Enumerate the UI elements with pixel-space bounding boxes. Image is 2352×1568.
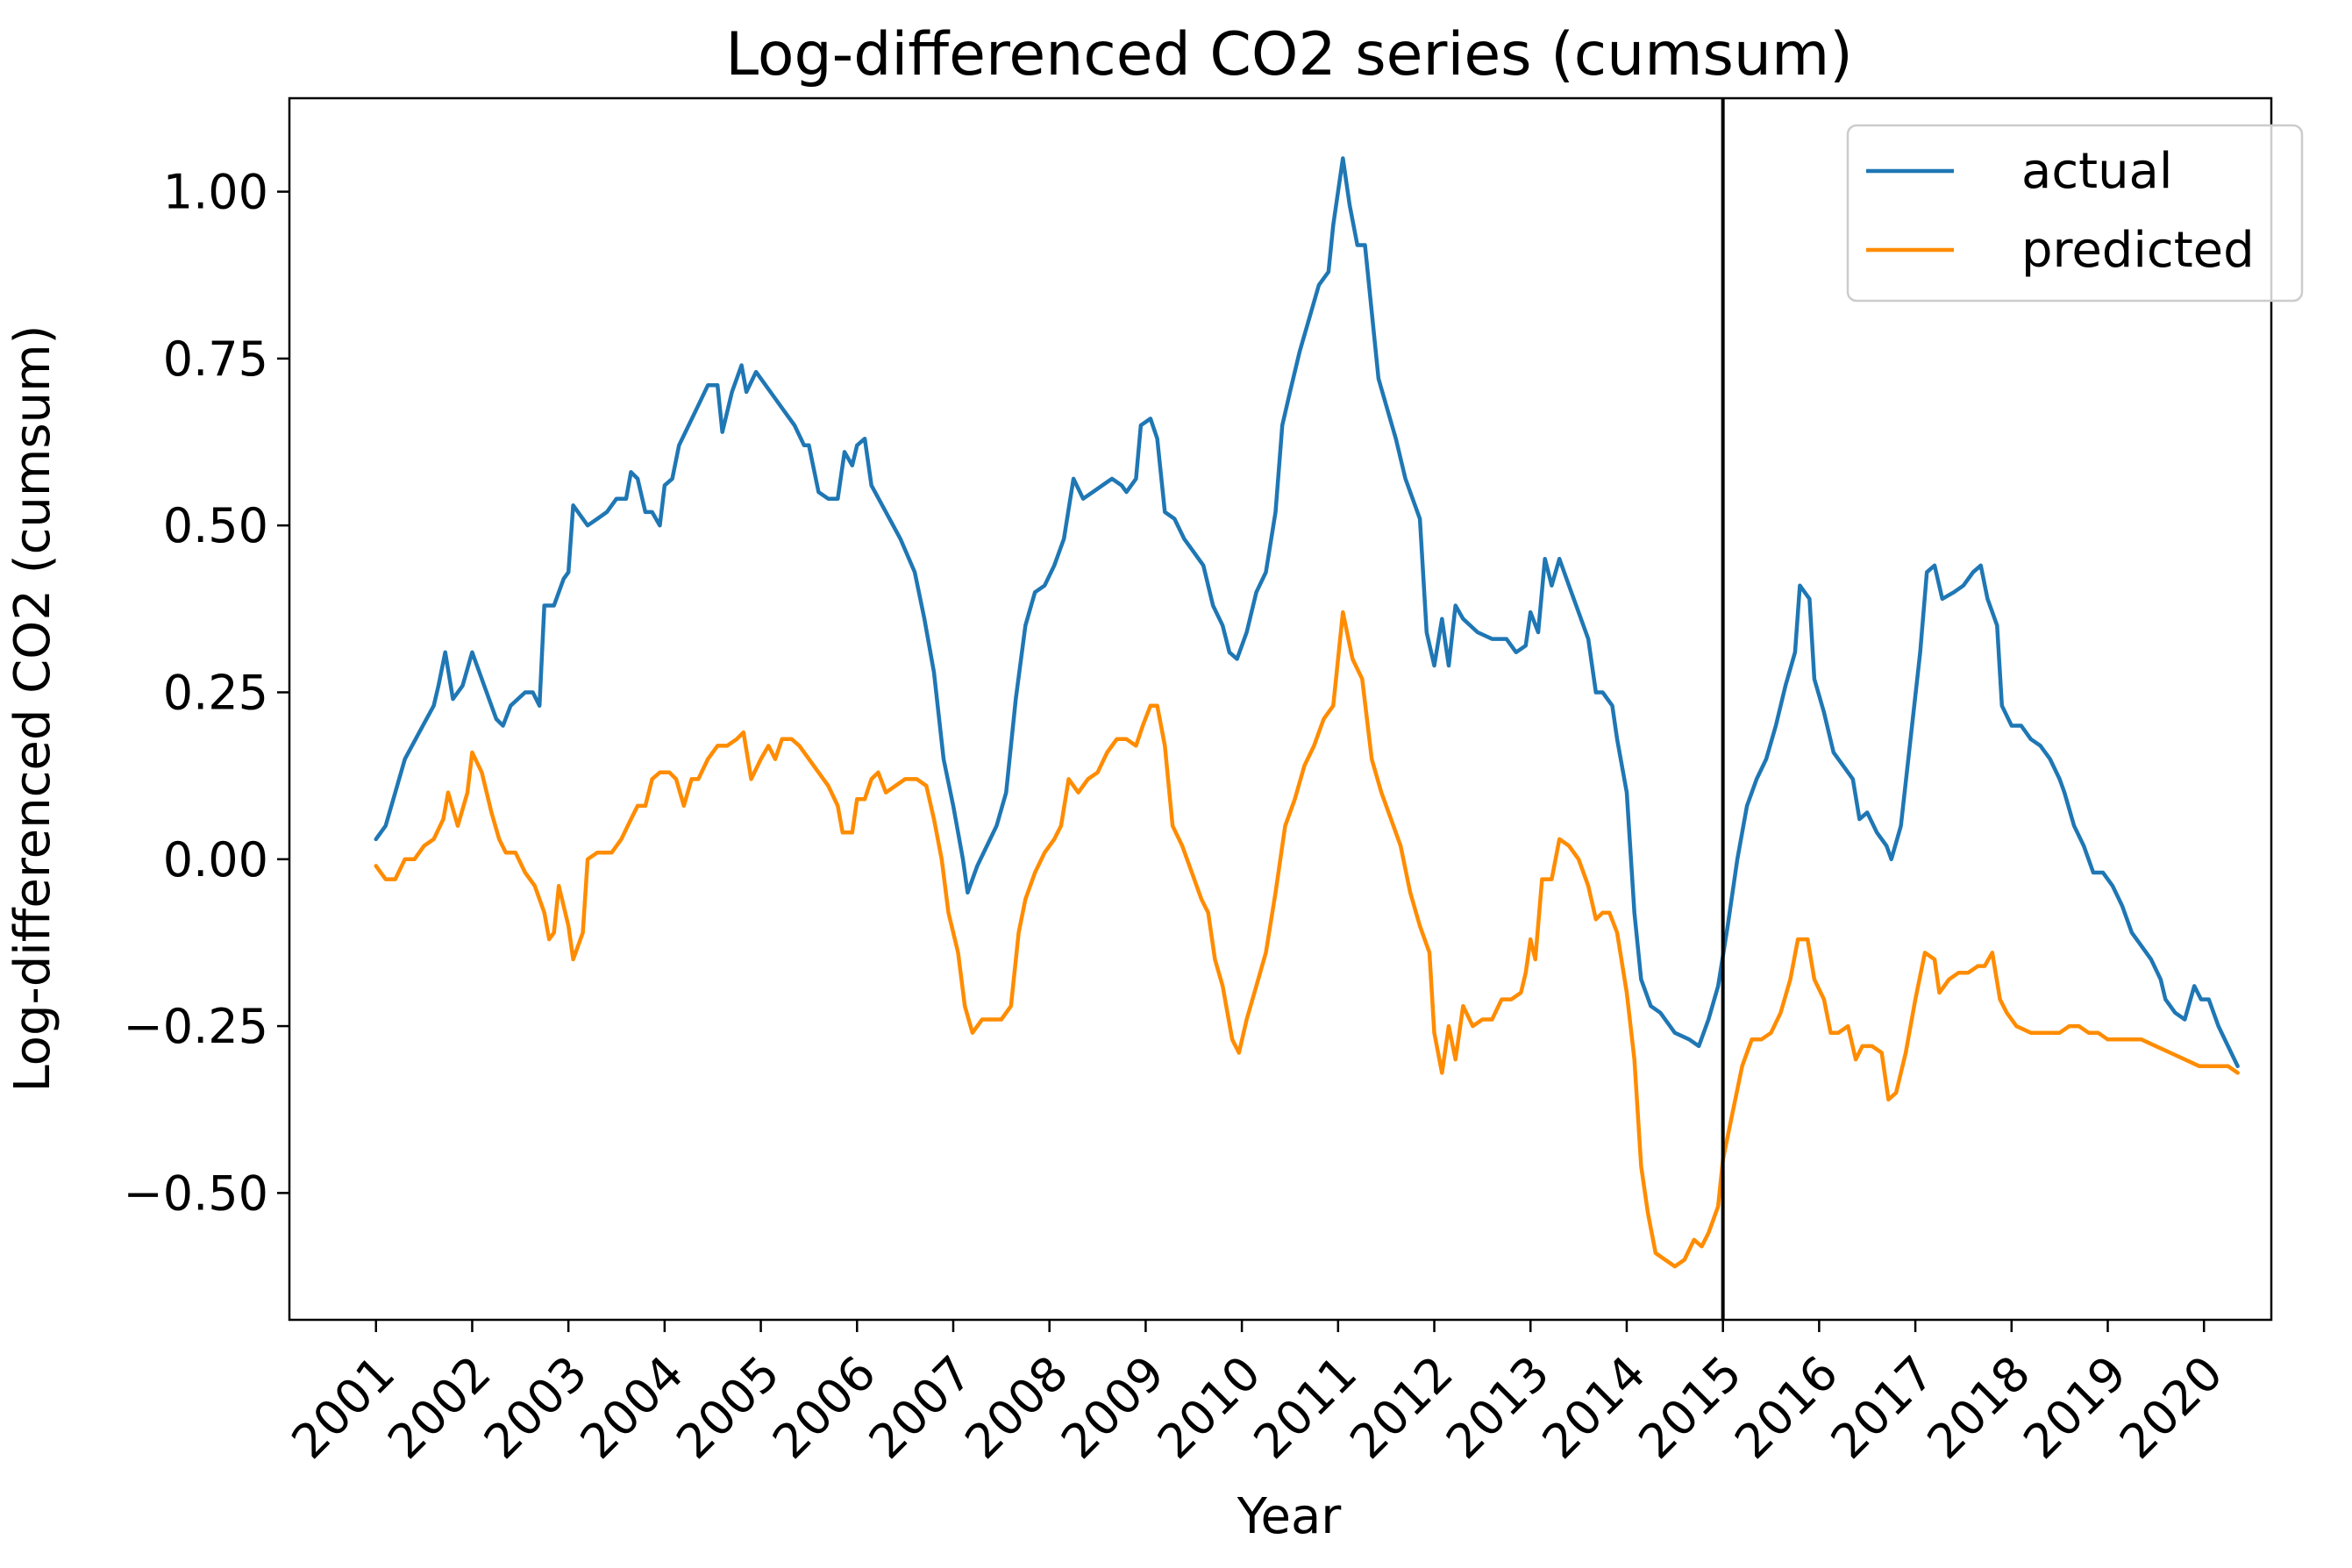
plot-area [288, 96, 2273, 1322]
x-tick-label-2004: 2004 [570, 1345, 695, 1470]
legend-box [1846, 124, 2304, 303]
x-tick-label-2001: 2001 [281, 1345, 405, 1470]
x-axis-label: Year [1237, 1488, 1343, 1545]
x-tick-label-2006: 2006 [762, 1345, 887, 1470]
y-tick-label-4: 0.50 [163, 498, 268, 553]
x-tick-label-2018: 2018 [1917, 1345, 2042, 1470]
x-tick-label-2011: 2011 [1244, 1345, 1368, 1470]
x-tick-label-2008: 2008 [954, 1345, 1079, 1470]
x-tick-label-2010: 2010 [1147, 1345, 1272, 1470]
x-tick-label-2013: 2013 [1436, 1345, 1560, 1470]
y-axis: −0.50 −0.25 0.00 0.25 0.50 0.75 1.00 [124, 165, 289, 1221]
x-tick-label-2007: 2007 [859, 1345, 983, 1470]
series-line-actual [374, 156, 2240, 1068]
series-line-predicted [374, 609, 2240, 1269]
y-tick-label-0: −0.50 [124, 1165, 268, 1221]
x-tick-label-2020: 2020 [2109, 1345, 2234, 1470]
y-tick-label-3: 0.25 [163, 665, 268, 720]
series-layer [374, 156, 2240, 1269]
y-axis-label: Log-differenced CO2 (cumsum) [4, 324, 61, 1092]
plot-frame [288, 96, 2273, 1322]
x-tick-label-2005: 2005 [666, 1345, 790, 1470]
legend-label-actual: actual [2021, 143, 2172, 200]
y-tick-label-1: −0.25 [124, 999, 268, 1054]
x-tick-label-2002: 2002 [377, 1345, 502, 1470]
legend-label-predicted: predicted [2021, 222, 2255, 279]
x-tick-label-2003: 2003 [474, 1345, 598, 1470]
legend: actual predicted [1846, 124, 2304, 303]
x-axis: 2001200220032004200520062007200820092010… [281, 1320, 2234, 1470]
x-tick-label-2015: 2015 [1628, 1345, 1752, 1470]
y-tick-label-6: 1.00 [163, 165, 268, 220]
y-tick-label-2: 0.00 [163, 832, 268, 887]
x-tick-label-2012: 2012 [1339, 1345, 1464, 1470]
x-tick-label-2019: 2019 [2013, 1345, 2137, 1470]
x-tick-label-2017: 2017 [1821, 1345, 1945, 1470]
chart-title: Log-differenced CO2 series (cumsum) [725, 20, 1853, 89]
x-tick-label-2014: 2014 [1532, 1345, 1657, 1470]
x-tick-label-2009: 2009 [1051, 1345, 1175, 1470]
y-tick-label-5: 0.75 [163, 331, 268, 387]
x-tick-label-2016: 2016 [1724, 1345, 1849, 1470]
